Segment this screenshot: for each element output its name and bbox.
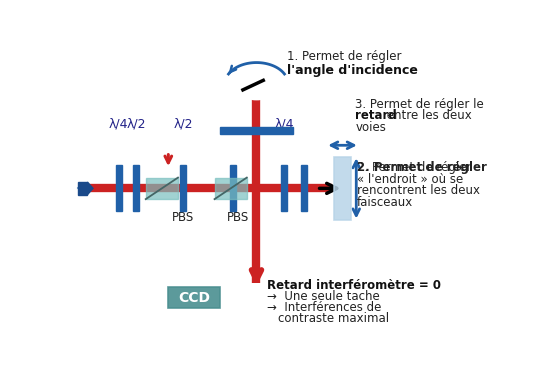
Text: contraste maximal: contraste maximal bbox=[278, 312, 389, 325]
Text: PBS: PBS bbox=[172, 211, 194, 224]
Bar bbox=[133, 165, 139, 211]
Circle shape bbox=[233, 68, 280, 99]
Bar bbox=[220, 128, 293, 134]
Text: λ/2: λ/2 bbox=[174, 118, 193, 131]
Text: l'angle d'incidence: l'angle d'incidence bbox=[286, 64, 417, 77]
Text: λ/4: λ/4 bbox=[275, 118, 294, 131]
Bar bbox=[78, 182, 88, 195]
Bar bbox=[281, 165, 287, 211]
Text: 2. Permet de régler: 2. Permet de régler bbox=[357, 161, 487, 174]
Text: faisceaux: faisceaux bbox=[357, 195, 413, 209]
Bar bbox=[334, 157, 351, 220]
Bar bbox=[116, 165, 122, 211]
Bar bbox=[180, 165, 186, 211]
Text: retard: retard bbox=[355, 109, 397, 122]
Text: →  Interférences de: → Interférences de bbox=[268, 301, 382, 314]
Bar bbox=[215, 178, 247, 199]
Polygon shape bbox=[88, 182, 93, 195]
Text: 3. Permet de régler le: 3. Permet de régler le bbox=[355, 98, 484, 111]
Text: 2. Permet de régler: 2. Permet de régler bbox=[357, 161, 471, 174]
Bar bbox=[168, 288, 220, 308]
Text: « l'endroit » où se: « l'endroit » où se bbox=[357, 173, 463, 186]
Text: λ/4: λ/4 bbox=[109, 118, 129, 131]
Text: λ/2: λ/2 bbox=[127, 118, 146, 131]
Text: CCD: CCD bbox=[178, 291, 210, 304]
Text: →  Une seule tache: → Une seule tache bbox=[268, 290, 380, 303]
Text: rencontrent les deux: rencontrent les deux bbox=[357, 184, 480, 197]
Text: voies: voies bbox=[355, 121, 386, 134]
Text: 1. Permet de régler: 1. Permet de régler bbox=[286, 50, 401, 63]
Bar bbox=[230, 165, 236, 211]
Text: PBS: PBS bbox=[227, 211, 250, 224]
Text: Retard interféromètre = 0: Retard interféromètre = 0 bbox=[268, 279, 441, 292]
Text: entre les deux: entre les deux bbox=[384, 109, 472, 122]
Bar bbox=[146, 178, 178, 199]
Bar bbox=[301, 165, 307, 211]
